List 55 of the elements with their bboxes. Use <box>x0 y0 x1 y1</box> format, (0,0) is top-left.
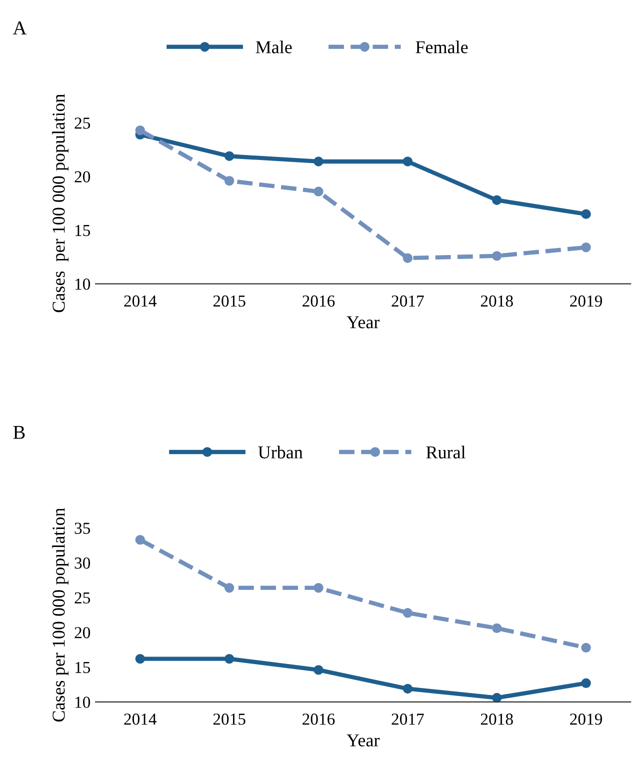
y-tick-label: 15 <box>75 224 90 236</box>
y-tick-label: 20 <box>74 171 90 182</box>
legend-label: Female <box>416 40 468 54</box>
x-tick-label: 2017 <box>392 714 424 725</box>
y-tick-label: 10 <box>75 696 90 708</box>
point <box>224 151 234 161</box>
point <box>402 253 413 263</box>
legend-label: Rural <box>426 446 466 458</box>
x-tick-label: 2016 <box>302 714 335 725</box>
point <box>135 125 145 136</box>
y-axis-title: Cases per 100 000 population <box>52 508 68 722</box>
x-tick-label: 2015 <box>213 295 246 307</box>
point <box>492 251 502 261</box>
point <box>492 623 502 634</box>
y-tick-label: 20 <box>74 627 90 638</box>
point <box>314 665 324 675</box>
point <box>581 642 591 653</box>
point <box>402 684 413 694</box>
y-tick-label: 25 <box>74 592 90 604</box>
point <box>224 176 234 186</box>
point <box>492 195 502 205</box>
point <box>314 156 324 166</box>
x-tick-label: 2018 <box>480 714 513 725</box>
chart-title: A <box>12 22 27 34</box>
point <box>314 186 324 196</box>
point <box>402 156 413 166</box>
x-axis-title: Year <box>346 316 380 328</box>
legend-label: Male <box>256 40 292 54</box>
y-tick-label: 30 <box>74 557 90 569</box>
x-tick-label: 2019 <box>570 295 602 307</box>
x-tick-label: 2015 <box>213 714 246 725</box>
x-axis-title: Year <box>346 734 380 746</box>
x-tick-label: 2019 <box>570 714 602 725</box>
point <box>581 209 591 219</box>
chart-title: B <box>13 426 25 439</box>
point <box>135 534 145 545</box>
y-axis-title: Cases per 100 000 population <box>52 94 68 312</box>
point <box>492 692 502 703</box>
point <box>581 678 591 688</box>
point <box>224 582 234 593</box>
point <box>314 582 324 593</box>
x-tick-label: 2018 <box>480 295 513 307</box>
y-tick-label: 35 <box>74 522 90 534</box>
point <box>581 242 591 252</box>
y-tick-label: 15 <box>75 662 90 674</box>
point <box>402 608 413 618</box>
x-tick-label: 2016 <box>302 295 335 307</box>
x-tick-label: 2017 <box>392 295 424 307</box>
y-tick-label: 10 <box>75 278 90 290</box>
x-tick-label: 2014 <box>124 295 157 307</box>
point <box>224 654 234 664</box>
legend-label: Urban <box>258 446 303 458</box>
y-tick-label: 25 <box>74 118 90 129</box>
point <box>135 654 145 664</box>
x-tick-label: 2014 <box>124 714 157 725</box>
